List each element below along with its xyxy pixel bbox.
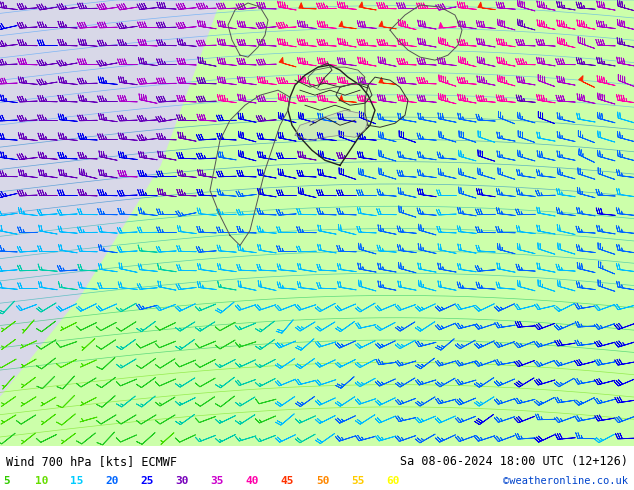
Text: 25: 25 bbox=[140, 476, 153, 487]
Text: 50: 50 bbox=[316, 476, 330, 487]
Text: 10: 10 bbox=[35, 476, 48, 487]
Text: 20: 20 bbox=[105, 476, 119, 487]
Text: 15: 15 bbox=[70, 476, 84, 487]
Polygon shape bbox=[0, 0, 220, 396]
Text: 60: 60 bbox=[386, 476, 400, 487]
Text: Wind 700 hPa [kts] ECMWF: Wind 700 hPa [kts] ECMWF bbox=[6, 455, 178, 468]
Text: ©weatheronline.co.uk: ©weatheronline.co.uk bbox=[503, 476, 628, 487]
Text: 40: 40 bbox=[246, 476, 259, 487]
Polygon shape bbox=[0, 0, 260, 446]
Polygon shape bbox=[295, 110, 368, 140]
Text: 55: 55 bbox=[351, 476, 365, 487]
Text: 35: 35 bbox=[210, 476, 224, 487]
Text: 45: 45 bbox=[281, 476, 294, 487]
Text: 30: 30 bbox=[176, 476, 189, 487]
Text: Sa 08-06-2024 18:00 UTC (12+126): Sa 08-06-2024 18:00 UTC (12+126) bbox=[399, 455, 628, 468]
Text: 5: 5 bbox=[3, 476, 10, 487]
